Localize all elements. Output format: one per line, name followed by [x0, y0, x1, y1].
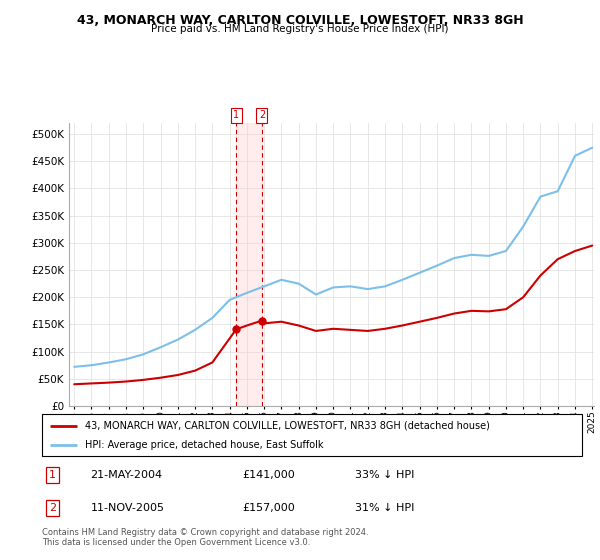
- Text: Contains HM Land Registry data © Crown copyright and database right 2024.
This d: Contains HM Land Registry data © Crown c…: [42, 528, 368, 547]
- Text: 31% ↓ HPI: 31% ↓ HPI: [355, 503, 415, 513]
- Text: 33% ↓ HPI: 33% ↓ HPI: [355, 470, 415, 480]
- Text: 2: 2: [49, 503, 56, 513]
- Text: 1: 1: [233, 110, 239, 120]
- Text: Price paid vs. HM Land Registry's House Price Index (HPI): Price paid vs. HM Land Registry's House …: [151, 24, 449, 34]
- Text: £157,000: £157,000: [242, 503, 295, 513]
- Text: 11-NOV-2005: 11-NOV-2005: [91, 503, 164, 513]
- Text: HPI: Average price, detached house, East Suffolk: HPI: Average price, detached house, East…: [85, 440, 324, 450]
- Text: 43, MONARCH WAY, CARLTON COLVILLE, LOWESTOFT, NR33 8GH: 43, MONARCH WAY, CARLTON COLVILLE, LOWES…: [77, 14, 523, 27]
- Text: £141,000: £141,000: [242, 470, 295, 480]
- Text: 1: 1: [49, 470, 56, 480]
- Bar: [236, 123, 262, 406]
- FancyBboxPatch shape: [42, 414, 582, 456]
- Text: 21-MAY-2004: 21-MAY-2004: [91, 470, 163, 480]
- Text: 2: 2: [259, 110, 265, 120]
- Text: 43, MONARCH WAY, CARLTON COLVILLE, LOWESTOFT, NR33 8GH (detached house): 43, MONARCH WAY, CARLTON COLVILLE, LOWES…: [85, 421, 490, 431]
